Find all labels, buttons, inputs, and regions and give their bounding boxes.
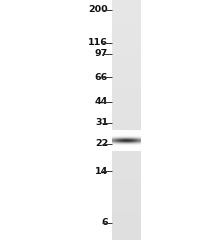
Text: 97: 97: [95, 49, 108, 58]
Text: 66: 66: [95, 72, 108, 82]
Text: 22: 22: [95, 139, 108, 148]
Text: 31: 31: [95, 118, 108, 127]
Text: 6: 6: [101, 218, 108, 227]
Text: 116: 116: [88, 38, 108, 47]
Text: 14: 14: [95, 167, 108, 176]
Text: 44: 44: [95, 97, 108, 106]
Text: 200: 200: [88, 5, 108, 14]
